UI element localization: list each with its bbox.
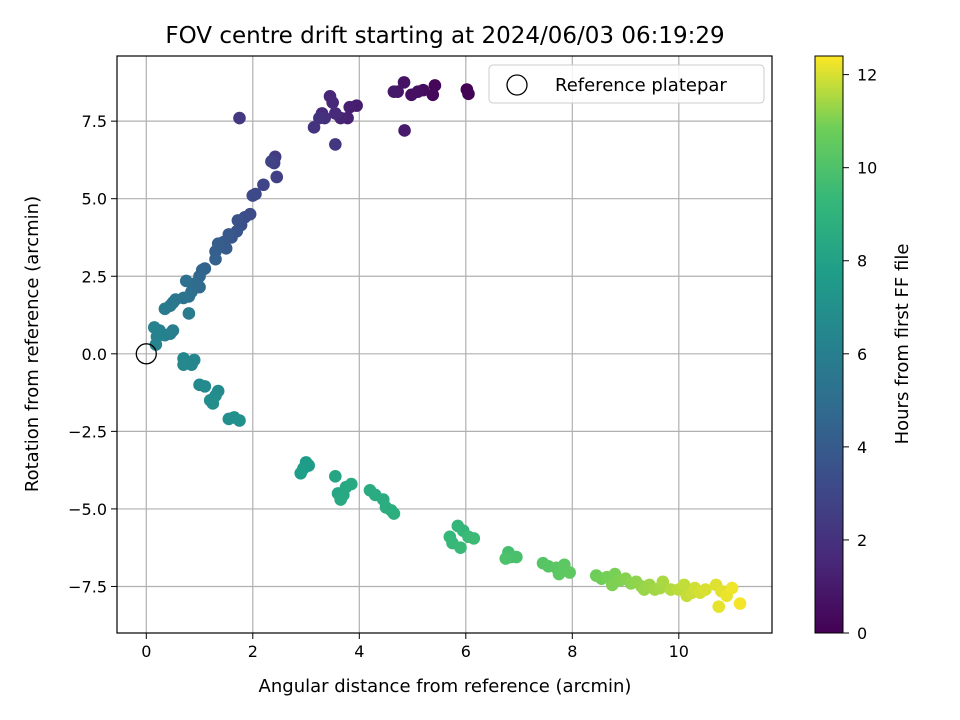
colorbar-tick-label: 2 (857, 531, 867, 550)
scatter-point (270, 170, 284, 184)
chart-title: FOV centre drift starting at 2024/06/03 … (165, 23, 724, 49)
scatter-point (510, 550, 523, 564)
scatter-point (158, 302, 172, 316)
scatter-point (329, 138, 342, 151)
scatter-point (209, 252, 222, 266)
x-axis-ticks: 0 2 4 6 8 10 (141, 633, 689, 661)
scatter-point (265, 155, 278, 168)
scatter-point (563, 566, 576, 579)
scatter-point (179, 274, 193, 288)
colorbar-tick-label: 12 (857, 66, 877, 85)
scatter-point (206, 397, 220, 410)
scatter-point (725, 581, 739, 595)
scatter-point (334, 493, 347, 506)
y-axis-ticks: −7.5 −5.0 −2.5 0.0 2.5 5.0 7.5 (68, 112, 117, 596)
x-tick-label: 0 (141, 642, 151, 661)
y-axis-label: Rotation from reference (arcmin) (22, 196, 43, 492)
scatter-point (656, 575, 670, 589)
y-tick-label: −7.5 (68, 577, 107, 596)
scatter-point (462, 87, 475, 101)
x-tick-label: 4 (354, 642, 364, 661)
scatter-point (233, 414, 246, 427)
scatter-point (343, 100, 357, 114)
y-tick-label: 5.0 (82, 190, 107, 209)
scatter-point (246, 189, 260, 202)
x-tick-label: 6 (461, 642, 471, 661)
colorbar-tick-label: 8 (857, 252, 867, 271)
scatter-point (426, 88, 440, 102)
scatter-points (147, 76, 747, 613)
colorbar-tick-label: 10 (857, 159, 877, 178)
scatter-point (499, 552, 513, 565)
colorbar-gradient (814, 55, 844, 634)
x-tick-label: 2 (248, 642, 258, 661)
scatter-point (231, 214, 245, 227)
scatter-point (467, 532, 481, 545)
colorbar-ticks: 0 2 4 6 8 10 12 (843, 66, 877, 643)
scatter-point (294, 466, 308, 480)
scatter-point (198, 380, 212, 393)
legend-box (488, 64, 765, 104)
reference-platepar-point (135, 343, 157, 365)
scatter-point (699, 583, 712, 596)
legend: Reference platepar (488, 64, 765, 104)
reference-marker (135, 343, 157, 365)
scatter-point (552, 567, 566, 581)
legend-entry-label: Reference platepar (555, 75, 727, 96)
colorbar-tick-label: 4 (857, 438, 867, 457)
y-tick-label: −2.5 (68, 422, 107, 441)
y-tick-label: 0.0 (82, 345, 107, 364)
x-tick-label: 10 (669, 642, 689, 661)
scatter-point (329, 470, 342, 483)
scatter-point (149, 338, 163, 351)
scatter-point (313, 111, 326, 125)
colorbar: 0 2 4 6 8 10 12 Hours from first FF file (814, 55, 913, 643)
scatter-point (177, 358, 190, 371)
x-tick-label: 8 (567, 642, 577, 661)
scatter-point (387, 85, 401, 98)
plot-frame (116, 55, 773, 634)
scatter-point (387, 507, 401, 520)
colorbar-label: Hours from first FF file (892, 244, 913, 445)
scatter-point (329, 107, 342, 120)
colorbar-tick-label: 0 (857, 624, 867, 643)
scatter-point (712, 600, 726, 613)
scatter-point (257, 178, 270, 192)
scatter-point (398, 124, 411, 137)
scatter-point (454, 541, 467, 554)
scatter-point (233, 111, 246, 125)
y-tick-label: 7.5 (82, 112, 107, 131)
colorbar-tick-label: 6 (857, 345, 867, 364)
y-tick-label: 2.5 (82, 267, 107, 286)
legend-open-circle-icon (506, 74, 528, 96)
y-tick-label: −5.0 (68, 500, 107, 519)
scatter-point (405, 88, 418, 102)
scatter-point (307, 121, 321, 134)
scatter-point (326, 96, 339, 109)
grid (117, 56, 772, 633)
scatter-point (345, 477, 358, 491)
scatter-point (182, 307, 196, 320)
scatter-point (397, 76, 411, 89)
x-axis-label: Angular distance from reference (arcmin) (259, 676, 632, 697)
scatter-point (677, 578, 691, 592)
scatter-point (733, 597, 747, 610)
